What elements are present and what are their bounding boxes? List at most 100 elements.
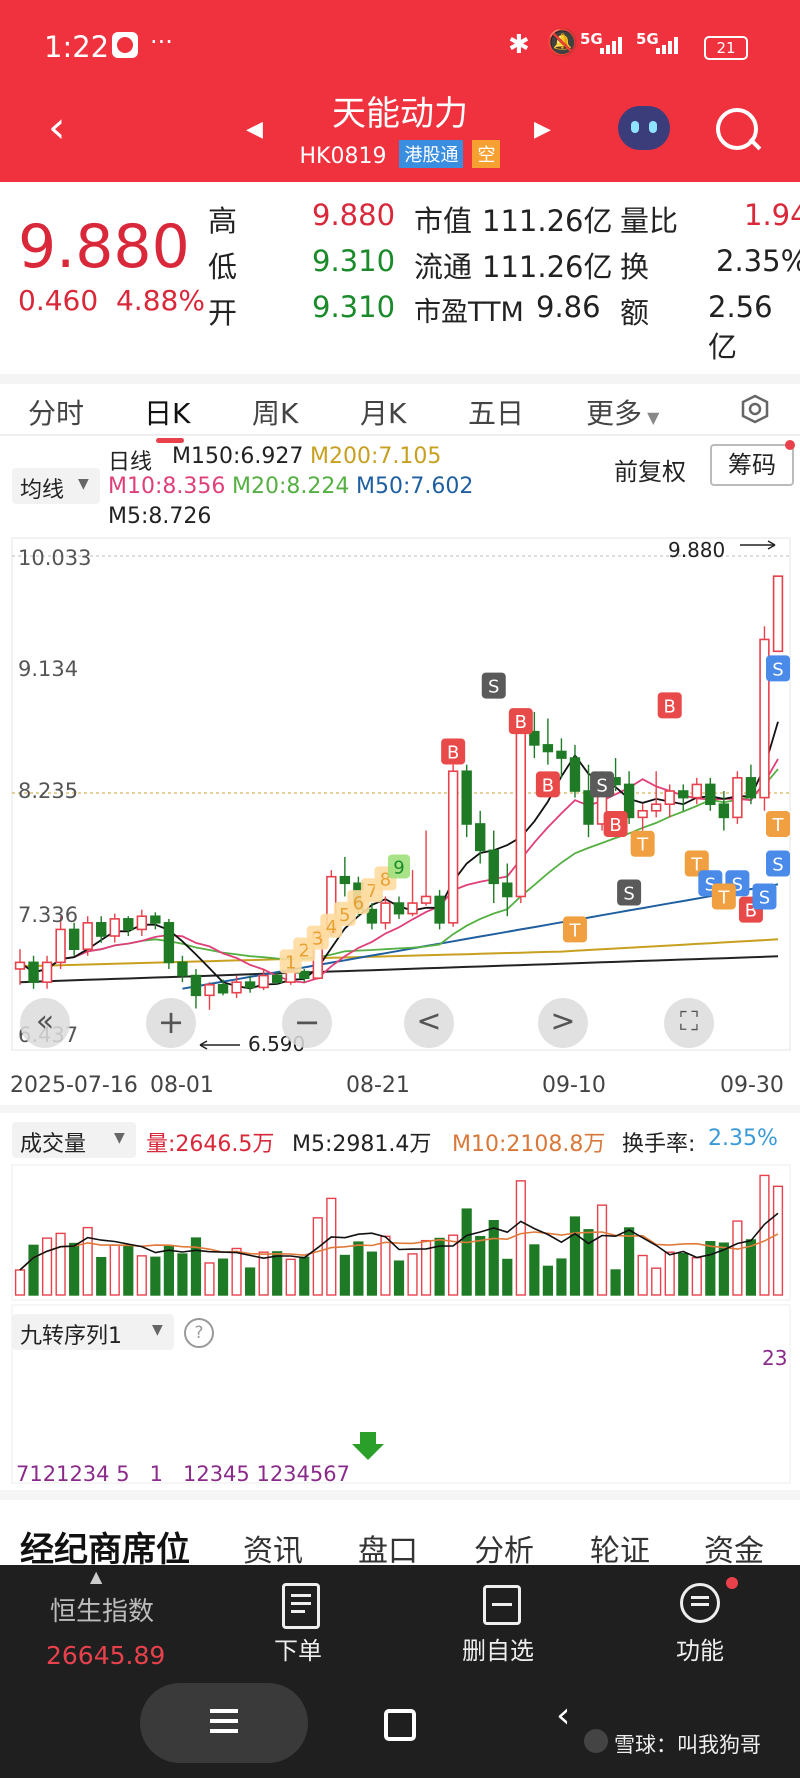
remove-watchlist-icon bbox=[483, 1585, 521, 1625]
zoom-in-button[interactable]: + bbox=[146, 998, 196, 1048]
volume-ratio-value: 1.94 bbox=[744, 198, 800, 232]
app-notification-icon bbox=[112, 32, 138, 58]
signal-marker bbox=[766, 810, 790, 837]
settings-hex-icon[interactable] bbox=[740, 394, 770, 424]
y-tick-4: 7.336 bbox=[18, 903, 79, 927]
candle-body bbox=[244, 981, 256, 989]
scroll-left-button[interactable]: « bbox=[20, 998, 70, 1048]
robot-assistant-icon[interactable] bbox=[618, 106, 670, 150]
order-button[interactable]: 下单 bbox=[274, 1637, 322, 1665]
turnover-rate-label: 换手率: bbox=[622, 1132, 696, 1157]
red-dot-badge bbox=[785, 440, 795, 450]
tab-daily-k[interactable]: 日K bbox=[144, 397, 191, 430]
candle-body bbox=[650, 803, 662, 812]
low-label: 低 bbox=[208, 250, 238, 284]
prev-page-button[interactable]: < bbox=[404, 998, 454, 1048]
tab-more[interactable]: 更多 ▼ bbox=[586, 397, 660, 430]
remove-watchlist-button[interactable]: 删自选 bbox=[462, 1637, 534, 1665]
signal-marker-label: B bbox=[542, 775, 554, 796]
home-pill[interactable] bbox=[140, 1683, 308, 1763]
tab-monthly-k[interactable]: 月K bbox=[360, 397, 407, 430]
signal-marker-label: S bbox=[732, 874, 743, 895]
volume-bar bbox=[380, 1235, 391, 1296]
candle-body bbox=[732, 777, 743, 819]
signal-icon-2 bbox=[656, 36, 682, 54]
stock-name: 天能动力 bbox=[332, 94, 468, 134]
fullscreen-button[interactable]: ⛶ bbox=[664, 998, 714, 1048]
next-page-button[interactable]: > bbox=[538, 998, 588, 1048]
signal-marker-label: B bbox=[515, 712, 527, 733]
nine-seq-tag-label: 6 bbox=[353, 893, 364, 914]
app-header: 1:22 ··· ✱ 🔕 5G 5G 21 ‹ ◀ ▶ 天能动力 HK0819 … bbox=[0, 0, 800, 182]
tab-analysis[interactable]: 分析 bbox=[474, 1534, 534, 1569]
chevron-down-icon: ▼ bbox=[114, 1130, 125, 1146]
nine-seq-tag-label: 5 bbox=[339, 905, 350, 926]
volume-m5: M5:2981.4万 bbox=[292, 1132, 432, 1157]
float-value: 111.26亿 bbox=[482, 250, 613, 284]
volume-bar bbox=[299, 1256, 310, 1296]
index-name[interactable]: 恒生指数 bbox=[50, 1597, 155, 1627]
candle-body bbox=[664, 790, 675, 806]
volume-select[interactable]: 成交量 ▼ bbox=[12, 1122, 136, 1158]
ma10-label: M10:8.356 bbox=[108, 474, 226, 499]
volume-bar bbox=[705, 1241, 716, 1296]
volume-bar bbox=[14, 1269, 26, 1296]
next-stock-icon[interactable]: ▶ bbox=[534, 117, 551, 142]
tab-intraday[interactable]: 分时 bbox=[28, 397, 85, 430]
signal-marker-label: S bbox=[488, 677, 499, 698]
tab-order-book[interactable]: 盘口 bbox=[358, 1534, 418, 1569]
network-5g-1: 5G bbox=[580, 30, 603, 48]
pe-label: 市盈TTM bbox=[414, 297, 524, 328]
nine-seq-tag-label: 9 bbox=[393, 857, 404, 878]
help-icon[interactable]: ? bbox=[184, 1318, 214, 1348]
zoom-out-button[interactable]: − bbox=[282, 998, 332, 1048]
tab-weekly-k[interactable]: 周K bbox=[252, 397, 299, 430]
green-down-arrow-icon bbox=[352, 1432, 384, 1460]
signal-marker bbox=[617, 879, 642, 906]
home-square-icon[interactable] bbox=[384, 1709, 416, 1741]
tab-warrants[interactable]: 轮证 bbox=[590, 1534, 650, 1569]
adjust-mode[interactable]: 前复权 bbox=[614, 458, 686, 486]
tab-capital-flow[interactable]: 资金 bbox=[704, 1534, 764, 1569]
prev-stock-icon[interactable]: ◀ bbox=[246, 117, 263, 142]
candle-body bbox=[583, 790, 594, 825]
tab-news[interactable]: 资讯 bbox=[243, 1534, 303, 1569]
volume-bar bbox=[366, 1251, 378, 1296]
candle-body bbox=[55, 928, 66, 964]
ma-select[interactable]: 均线 ▼ bbox=[12, 468, 100, 504]
back-icon[interactable]: ‹ bbox=[556, 1695, 571, 1736]
volume-bar bbox=[109, 1244, 120, 1296]
candle-body bbox=[190, 974, 202, 997]
chart-frame bbox=[11, 537, 791, 1051]
candle-body bbox=[68, 928, 80, 950]
volume-bar bbox=[529, 1244, 540, 1296]
volume-frame bbox=[11, 1164, 791, 1301]
last-price: 9.880 bbox=[18, 212, 190, 282]
nine-top-right-count: 23 bbox=[762, 1346, 788, 1370]
status-dots: ··· bbox=[150, 28, 173, 56]
y-tick-3: 8.235 bbox=[18, 779, 79, 803]
signal-marker bbox=[657, 692, 682, 719]
candle-body bbox=[96, 922, 107, 937]
turnover-value: 2.35% bbox=[716, 244, 800, 278]
tab-broker-seats[interactable]: 经纪商席位 bbox=[20, 1530, 190, 1570]
volume-bar bbox=[123, 1245, 134, 1296]
stock-code-line: HK0819 港股通 空 bbox=[0, 140, 800, 169]
tab-five-day[interactable]: 五日 bbox=[468, 397, 525, 430]
candle-body bbox=[691, 783, 702, 799]
ma5-label: M5:8.726 bbox=[108, 504, 212, 529]
signal-marker bbox=[590, 771, 615, 798]
candle-body bbox=[488, 849, 499, 885]
chips-button[interactable]: 筹码 bbox=[710, 444, 794, 486]
back-arrow-icon[interactable]: ‹ bbox=[48, 102, 66, 153]
candle-body bbox=[678, 790, 689, 799]
search-icon[interactable] bbox=[716, 108, 758, 150]
volume-bar bbox=[28, 1244, 39, 1296]
function-button[interactable]: 功能 bbox=[676, 1637, 724, 1665]
volume-bar bbox=[718, 1242, 729, 1296]
status-bar: 1:22 ··· ✱ 🔕 5G 5G 21 bbox=[0, 0, 800, 90]
signal-marker bbox=[752, 883, 777, 910]
watermark: 雪球：叫我狗哥 bbox=[614, 1733, 761, 1757]
nine-sequence-select[interactable]: 九转序列1 ▼ bbox=[12, 1314, 174, 1350]
